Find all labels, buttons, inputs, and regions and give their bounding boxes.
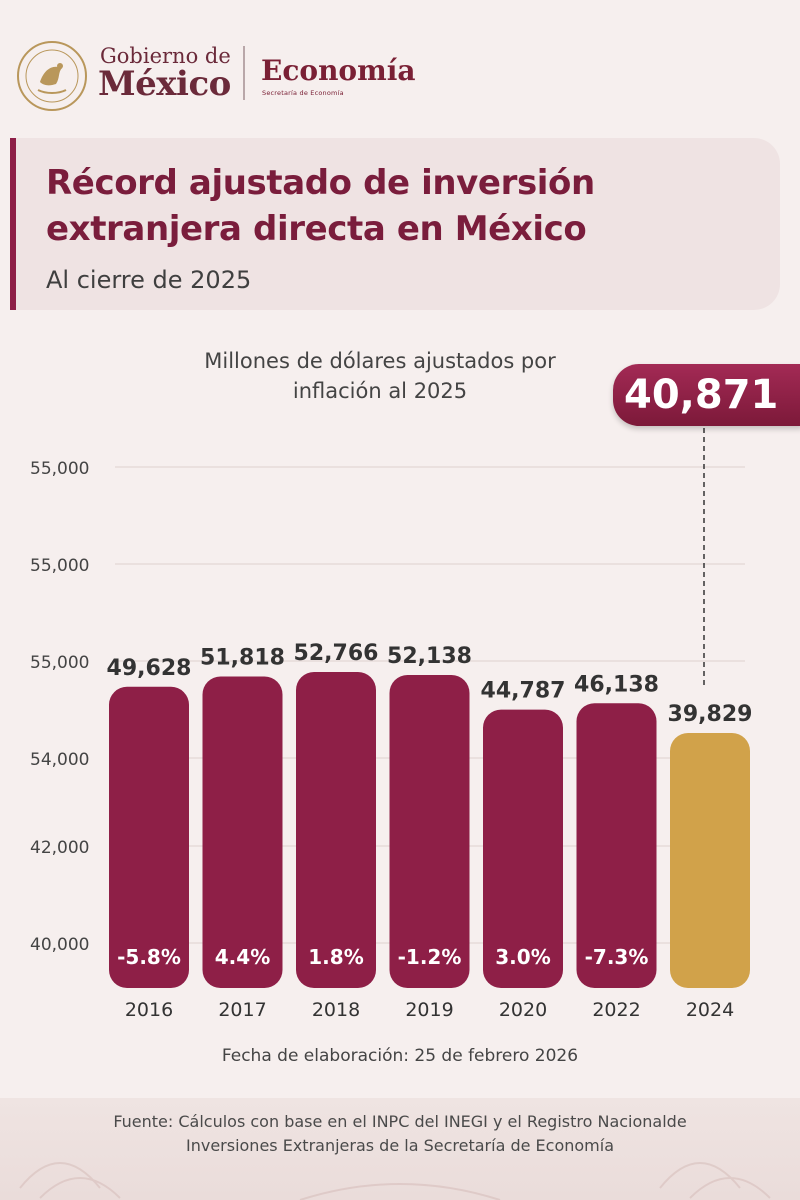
record-callout-value: 40,871	[624, 372, 779, 418]
x-tick-label: 2022	[592, 999, 640, 1021]
data-label: 51,818	[200, 645, 285, 670]
x-tick-label: 2018	[312, 999, 360, 1021]
agency-subtitle: Secretaría de Economía	[262, 89, 344, 97]
y-tick-label: 40,000	[30, 935, 89, 955]
change-label: -5.8%	[117, 945, 181, 969]
source-band	[0, 1098, 800, 1200]
bar	[670, 733, 750, 988]
bar	[296, 672, 376, 988]
bar	[389, 674, 470, 988]
title-accent-bar	[10, 138, 16, 310]
agency-name: Economía	[261, 54, 416, 87]
data-label: 46,138	[574, 672, 659, 697]
elaboration-date: Fecha de elaboración: 25 de febrero 2026	[221, 1046, 579, 1066]
page-subtitle: Al cierre de 2025	[46, 266, 252, 294]
x-tick-label: 2017	[218, 999, 266, 1021]
change-label: 4.4%	[215, 945, 270, 969]
page-title: Récord ajustado de inversión extranjera …	[46, 163, 595, 249]
y-tick-label: 55,000	[30, 459, 89, 479]
y-tick-label: 54,000	[30, 750, 89, 770]
source-line-2: Inversiones Extranjeras de la Secretaría…	[185, 1136, 615, 1155]
change-label: -1.2%	[398, 945, 462, 969]
bar	[202, 676, 283, 988]
title-card	[10, 138, 780, 310]
change-label: 3.0%	[495, 945, 550, 969]
record-callout	[613, 364, 800, 426]
chart-title: Millones de dólares ajustados por inflac…	[204, 349, 556, 403]
y-tick-label: 55,000	[30, 556, 89, 576]
data-label: 52,138	[387, 644, 472, 669]
data-label: 39,829	[668, 702, 753, 727]
y-tick-label: 42,000	[30, 838, 89, 858]
x-tick-label: 2024	[686, 999, 734, 1021]
mexico-label: México	[98, 64, 231, 104]
coat-of-arms-icon	[17, 41, 87, 111]
gobierno-label: Gobierno de	[100, 44, 231, 68]
x-tick-label: 2019	[405, 999, 453, 1021]
change-label: 1.8%	[308, 945, 363, 969]
y-tick-label: 55,000	[30, 653, 89, 673]
source-line-1: Fuente: Cálculos con base en el INPC del…	[113, 1112, 687, 1131]
bar-chart: 55,000 55,000 55,000 54,000 42,000 40,000 49,6…	[30, 428, 753, 1021]
header: Gobierno de México Economía Secretaría d…	[0, 0, 800, 130]
x-tick-label: 2016	[125, 999, 173, 1021]
data-label: 49,628	[107, 656, 192, 681]
decorative-pattern	[19, 1162, 771, 1200]
bar	[109, 686, 189, 988]
bar	[483, 709, 563, 988]
change-label: -7.3%	[585, 945, 649, 969]
x-tick-label: 2020	[499, 999, 547, 1021]
bar	[576, 703, 657, 988]
source-note: Fuente: Cálculos con base en el INPC del…	[40, 1110, 760, 1158]
header-divider	[243, 46, 245, 100]
data-label: 44,787	[481, 679, 566, 704]
data-label: 52,766	[294, 641, 379, 666]
